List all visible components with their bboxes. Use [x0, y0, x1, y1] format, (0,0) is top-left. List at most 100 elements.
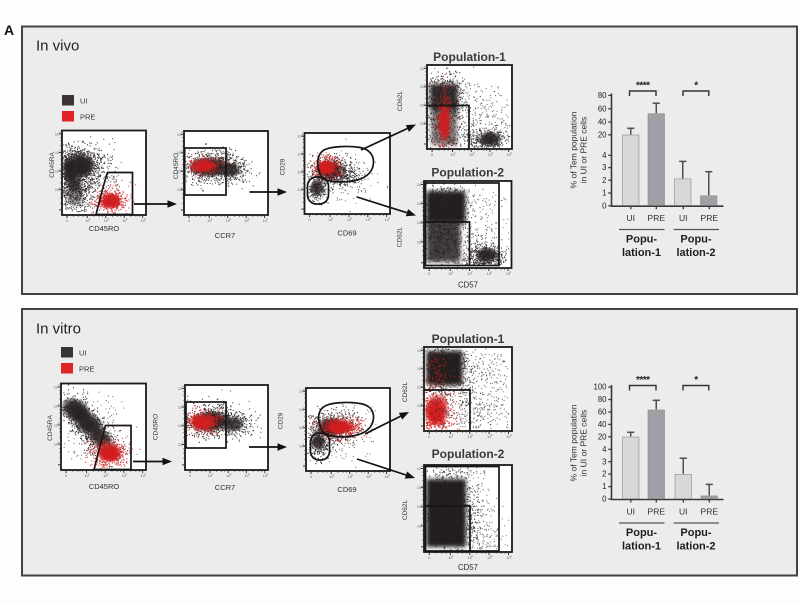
svg-text:2: 2: [602, 176, 606, 185]
svg-text:2: 2: [182, 422, 184, 426]
svg-text:10: 10: [384, 218, 388, 222]
svg-text:lation-1: lation-1: [622, 541, 661, 553]
svg-text:PRE: PRE: [80, 113, 95, 122]
svg-text:3: 3: [369, 216, 371, 220]
svg-text:10: 10: [244, 219, 248, 223]
svg-text:Population-2: Population-2: [431, 166, 504, 180]
svg-text:10: 10: [297, 170, 301, 174]
svg-text:CD45RA: CD45RA: [49, 152, 56, 178]
svg-text:3: 3: [491, 433, 493, 437]
svg-text:10: 10: [420, 104, 424, 108]
svg-text:10: 10: [55, 170, 59, 174]
svg-text:10: 10: [417, 202, 421, 206]
svg-text:3: 3: [370, 473, 372, 477]
svg-text:3: 3: [602, 457, 606, 466]
svg-text:10: 10: [178, 443, 182, 447]
svg-text:2: 2: [471, 554, 473, 558]
svg-text:3: 3: [492, 151, 494, 155]
svg-text:10: 10: [366, 475, 370, 479]
svg-text:10: 10: [207, 219, 211, 223]
svg-text:2: 2: [424, 102, 426, 106]
svg-text:3: 3: [421, 200, 423, 204]
svg-text:Popu-: Popu-: [680, 234, 711, 246]
svg-text:0: 0: [428, 556, 430, 560]
svg-text:CD57: CD57: [458, 563, 478, 572]
svg-text:10: 10: [417, 240, 421, 244]
svg-text:10: 10: [366, 218, 370, 222]
svg-text:1: 1: [421, 522, 423, 526]
svg-text:1: 1: [182, 441, 184, 445]
svg-text:10: 10: [299, 408, 303, 412]
svg-text:10: 10: [448, 556, 452, 560]
svg-text:1: 1: [181, 186, 183, 190]
svg-text:UI: UI: [679, 507, 688, 517]
svg-text:4: 4: [510, 433, 512, 437]
svg-text:10: 10: [84, 474, 88, 478]
svg-text:CD45RO: CD45RO: [89, 482, 120, 491]
svg-text:2: 2: [421, 503, 423, 507]
svg-text:3: 3: [58, 402, 60, 406]
svg-text:3: 3: [421, 365, 423, 369]
svg-text:1: 1: [454, 151, 456, 155]
svg-text:10: 10: [103, 474, 107, 478]
svg-text:10: 10: [178, 406, 182, 410]
svg-text:4: 4: [303, 388, 305, 392]
svg-text:*: *: [694, 81, 698, 92]
svg-text:2: 2: [59, 167, 61, 171]
svg-text:40: 40: [598, 118, 607, 127]
svg-text:4: 4: [266, 217, 268, 221]
svg-text:10: 10: [104, 219, 108, 223]
svg-text:UI: UI: [627, 213, 636, 223]
svg-text:3: 3: [181, 149, 183, 153]
svg-text:2: 2: [351, 473, 353, 477]
svg-text:10: 10: [417, 404, 421, 408]
svg-text:10: 10: [347, 218, 351, 222]
svg-text:60: 60: [598, 104, 607, 113]
svg-text:2: 2: [471, 433, 473, 437]
svg-text:10: 10: [506, 272, 510, 276]
svg-text:CD45RO: CD45RO: [153, 414, 160, 440]
svg-text:1: 1: [602, 189, 606, 198]
svg-text:10: 10: [420, 122, 424, 126]
svg-text:10: 10: [506, 556, 510, 560]
svg-text:10: 10: [299, 445, 303, 449]
svg-text:% of Tem population: % of Tem population: [569, 404, 579, 481]
svg-text:10: 10: [467, 272, 471, 276]
svg-text:10: 10: [55, 188, 59, 192]
svg-text:10: 10: [122, 219, 126, 223]
svg-text:Population-2: Population-2: [432, 447, 505, 461]
svg-text:4: 4: [421, 465, 423, 469]
svg-text:10: 10: [448, 272, 452, 276]
svg-text:4: 4: [144, 217, 146, 221]
svg-text:10: 10: [468, 556, 472, 560]
svg-text:1: 1: [421, 238, 423, 242]
svg-text:10: 10: [263, 474, 267, 478]
svg-text:3: 3: [424, 83, 426, 87]
svg-text:1: 1: [58, 440, 60, 444]
svg-text:CD69: CD69: [337, 229, 356, 238]
svg-text:1: 1: [211, 217, 213, 221]
svg-text:lation-2: lation-2: [676, 247, 715, 259]
svg-text:10: 10: [226, 219, 230, 223]
svg-text:10: 10: [140, 219, 144, 223]
svg-text:1: 1: [452, 433, 454, 437]
svg-text:2: 2: [602, 470, 606, 479]
svg-text:10: 10: [54, 385, 58, 389]
svg-text:in UI or PRE cells: in UI or PRE cells: [579, 410, 589, 477]
svg-text:PRE: PRE: [79, 365, 94, 374]
svg-text:0: 0: [309, 218, 311, 222]
svg-text:10: 10: [299, 426, 303, 430]
svg-text:10: 10: [177, 133, 181, 137]
svg-text:3: 3: [490, 270, 492, 274]
svg-text:CD45RO: CD45RO: [89, 224, 120, 233]
svg-text:4: 4: [59, 130, 61, 134]
svg-text:10: 10: [297, 188, 301, 192]
svg-text:4: 4: [421, 347, 423, 351]
svg-text:2: 2: [471, 270, 473, 274]
svg-text:3: 3: [126, 472, 128, 476]
svg-text:10: 10: [122, 474, 126, 478]
svg-text:PRE: PRE: [701, 213, 719, 223]
svg-text:10: 10: [488, 153, 492, 157]
svg-text:10: 10: [487, 435, 491, 439]
svg-text:10: 10: [348, 475, 352, 479]
